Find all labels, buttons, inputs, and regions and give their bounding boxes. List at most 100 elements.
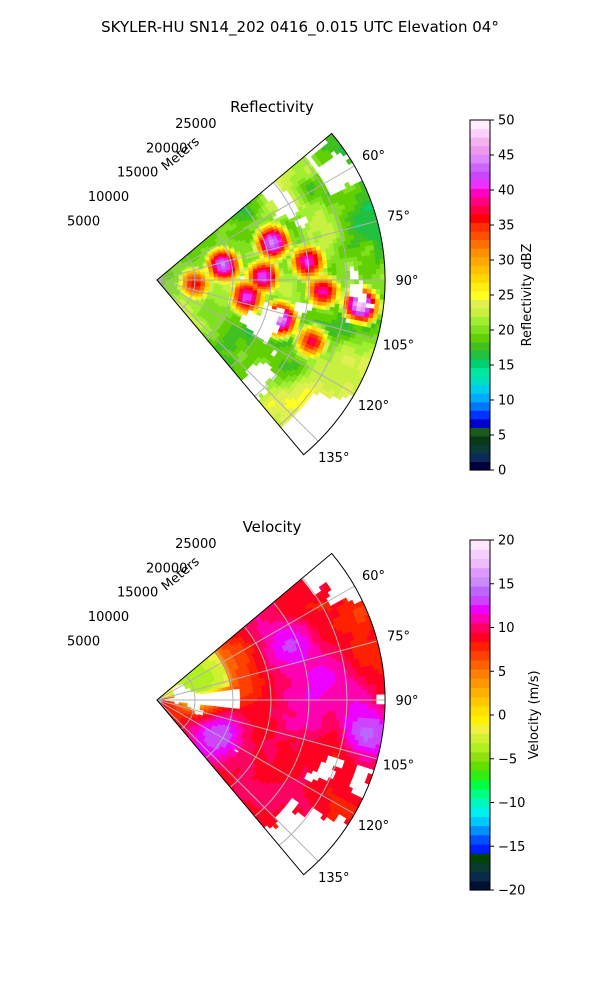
radar-cell: [297, 270, 302, 274]
radar-cell: [363, 695, 368, 700]
radial-tick-label: 25000: [175, 117, 216, 132]
radar-cell: [310, 273, 315, 277]
radar-cell: [376, 274, 380, 279]
radar-cell: [319, 276, 323, 280]
colorbar-swatch: [470, 240, 490, 249]
radar-cell: [310, 262, 315, 266]
radar-cell: [328, 703, 333, 707]
radar-cell: [318, 714, 323, 718]
radar-cell: [367, 260, 372, 265]
radar-cell: [280, 285, 285, 288]
radar-cell: [375, 719, 380, 724]
radar-cell: [362, 718, 367, 723]
radial-tick-label: 5000: [67, 215, 100, 230]
radar-cell: [284, 274, 289, 277]
radar-cell: [345, 712, 350, 717]
radar-cell: [337, 695, 342, 699]
azimuth-tick-label: 60°: [362, 149, 385, 164]
radar-cell: [367, 704, 372, 709]
radar-cell: [337, 704, 342, 708]
radar-cell: [322, 257, 327, 261]
radar-cell: [306, 703, 311, 707]
radar-cell: [380, 290, 385, 295]
radar-cell: [277, 304, 282, 308]
radar-cell: [323, 680, 328, 684]
radar-cell: [376, 284, 381, 289]
radar-cell: [367, 289, 372, 294]
radar-cell: [341, 284, 346, 288]
colorbar-swatch: [470, 163, 490, 172]
radar-cell: [306, 710, 311, 714]
radar-cell: [288, 706, 293, 709]
radar-cell: [327, 680, 332, 684]
radar-cell: [301, 286, 306, 290]
colorbar-swatch: [470, 231, 490, 240]
radar-cell: [253, 695, 257, 697]
radar-cell: [328, 283, 333, 287]
radar-cell: [297, 687, 302, 691]
radar-cell: [280, 694, 285, 697]
colorbar-tick-label: 10: [498, 394, 515, 409]
radar-cell: [353, 672, 358, 677]
radar-cell: [319, 291, 324, 295]
radar-cell: [301, 263, 306, 267]
radar-cell: [324, 283, 329, 287]
radar-cell: [240, 274, 245, 276]
radar-cell: [328, 287, 333, 291]
radar-cell: [374, 304, 379, 310]
radar-cell: [366, 675, 371, 680]
radar-cell: [236, 276, 241, 278]
radar-cell: [328, 276, 333, 280]
radar-cell: [319, 265, 324, 269]
radar-cell: [336, 267, 341, 271]
radar-cell: [340, 716, 345, 721]
radar-cell: [344, 301, 349, 306]
radar-cell: [359, 270, 364, 275]
radar-cell: [354, 704, 359, 709]
radar-cell: [284, 283, 289, 286]
colorbar-swatch: [470, 120, 490, 129]
radar-cell: [266, 692, 271, 695]
radar-cell: [319, 688, 324, 692]
radar-cell: [322, 298, 327, 302]
radar-cell: [335, 251, 340, 256]
radar-cell: [345, 284, 350, 288]
radar-cell: [275, 277, 280, 280]
radar-cell: [380, 679, 385, 684]
radar-cell: [337, 275, 342, 279]
radar-cell: [275, 694, 279, 697]
radar-cell: [362, 676, 367, 681]
colorbar-swatch: [470, 350, 490, 359]
radar-cell: [319, 685, 324, 689]
radar-cell: [353, 252, 358, 257]
radar-cell: [332, 263, 337, 267]
radar-cell: [328, 692, 333, 696]
radar-cell: [306, 706, 311, 710]
radar-cell: [354, 708, 359, 713]
radar-cell: [349, 262, 354, 267]
radar-cell: [253, 278, 257, 280]
colorbar-tick-label: 30: [498, 254, 515, 269]
radar-cell: [323, 684, 328, 688]
colorbar-swatch: [470, 180, 490, 189]
radar-cell: [284, 285, 289, 288]
radar-cell: [275, 697, 280, 700]
radar-cell: [359, 275, 364, 280]
radar-cell: [315, 703, 320, 707]
radar-cell: [310, 290, 315, 294]
radar-cell: [366, 723, 371, 728]
radar-cell: [332, 291, 337, 295]
radar-cell: [267, 702, 272, 705]
radar-cell: [358, 686, 363, 691]
radar-cell: [258, 697, 262, 699]
radar-cell: [267, 282, 272, 285]
radar-cell: [339, 254, 344, 259]
radar-cell: [288, 268, 293, 271]
radar-cell: [322, 718, 327, 722]
radial-tick-label: 10000: [88, 190, 129, 205]
radar-cell: [357, 672, 362, 677]
colorbar-swatch: [470, 385, 490, 394]
radar-cell: [327, 295, 332, 299]
radar-cell: [331, 679, 336, 683]
